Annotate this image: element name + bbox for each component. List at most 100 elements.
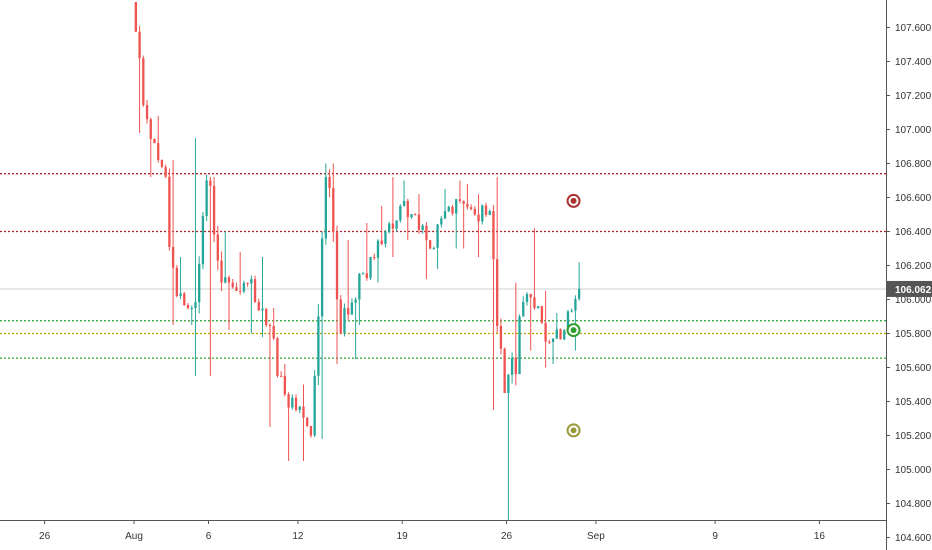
candle-body — [272, 325, 275, 339]
candle-body — [361, 273, 365, 275]
candle — [548, 339, 551, 345]
candle-body — [496, 259, 499, 327]
candle — [577, 262, 581, 301]
candle-body — [343, 308, 346, 334]
candle — [306, 417, 309, 428]
candle-body — [443, 211, 447, 219]
candle — [428, 239, 432, 250]
candle-body — [369, 257, 372, 279]
candle — [279, 371, 283, 377]
candle — [402, 180, 406, 207]
candle-body — [220, 260, 223, 283]
candle-body — [540, 306, 544, 323]
candle — [425, 222, 428, 280]
candle — [574, 295, 577, 351]
horizontal-lines-layer — [0, 173, 886, 359]
candle-body — [194, 302, 197, 308]
candle-body — [529, 294, 532, 298]
candle-body — [466, 203, 469, 208]
candle-body — [347, 308, 350, 315]
candle — [559, 328, 562, 340]
y-tick-label: 105.400 — [895, 397, 932, 408]
candle — [142, 55, 145, 107]
candle — [540, 305, 544, 325]
candle-body — [138, 31, 141, 59]
candle — [358, 272, 361, 325]
candle-body — [134, 2, 138, 32]
candles-layer — [134, 2, 581, 541]
candle-body — [257, 301, 260, 311]
candle — [313, 370, 316, 438]
x-tick-label: 9 — [712, 531, 718, 542]
candle-body — [179, 293, 182, 297]
candle — [447, 205, 450, 213]
candle-body — [533, 297, 536, 308]
candle — [533, 228, 536, 310]
candle-body — [261, 308, 264, 311]
candle — [198, 256, 201, 314]
candle — [250, 275, 253, 334]
price-axis-bg — [886, 0, 932, 550]
candle — [160, 159, 164, 169]
candle-body — [253, 279, 257, 302]
candle — [354, 297, 357, 359]
y-tick-label: 105.600 — [895, 363, 932, 374]
candle-body — [555, 329, 558, 339]
candle-body — [440, 218, 443, 225]
candle — [276, 336, 279, 378]
candle — [496, 177, 499, 333]
candle-body — [469, 207, 473, 209]
candle-body — [164, 166, 167, 177]
candle-body — [313, 375, 316, 436]
candle-body — [250, 279, 253, 284]
candle — [183, 291, 186, 306]
candle — [201, 212, 205, 270]
candle — [138, 25, 141, 133]
candle-body — [425, 225, 428, 241]
current-price-label: 106.062 — [895, 285, 932, 296]
candle — [440, 215, 443, 228]
candle — [514, 282, 517, 386]
y-tick-label: 107.600 — [895, 23, 932, 34]
candle-body — [183, 293, 186, 306]
candle-body — [428, 240, 432, 249]
candle — [537, 306, 540, 309]
candle-body — [201, 215, 205, 264]
candle — [414, 213, 417, 216]
candle — [436, 223, 439, 269]
y-tick-label: 104.600 — [895, 533, 932, 544]
candle-body — [525, 294, 529, 302]
markers-layer — [566, 193, 581, 438]
candle — [291, 394, 294, 410]
candle-body — [216, 234, 219, 261]
x-tick-label: 6 — [206, 531, 212, 542]
candle-body — [309, 425, 313, 436]
candle — [410, 213, 413, 219]
y-tick-label: 107.200 — [895, 91, 932, 102]
candle — [373, 253, 376, 261]
candle-body — [235, 287, 238, 291]
candle — [171, 160, 175, 325]
candle-body — [302, 406, 305, 418]
candle-body — [514, 357, 517, 375]
candle-body — [518, 316, 521, 375]
candle — [224, 231, 227, 284]
candle — [317, 304, 320, 386]
candle — [391, 177, 395, 257]
candle-body — [551, 338, 555, 342]
time-axis-bg — [0, 520, 886, 550]
candle — [287, 392, 290, 461]
candle — [399, 204, 402, 223]
candle-body — [320, 238, 324, 317]
candle — [406, 198, 409, 240]
candle — [421, 223, 424, 234]
candle-body — [455, 199, 458, 214]
candle — [220, 251, 223, 292]
candle-body — [484, 205, 488, 215]
candle — [302, 384, 305, 461]
candle — [525, 292, 529, 306]
y-tick-label: 106.800 — [895, 159, 932, 170]
